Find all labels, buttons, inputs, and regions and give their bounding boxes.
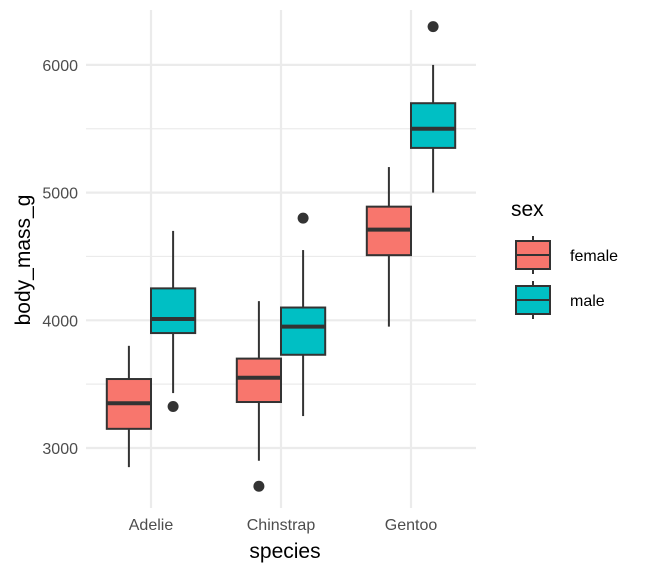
- iqr-box: [280, 306, 327, 356]
- x-tick-label: Gentoo: [385, 517, 438, 534]
- legend-item-male: male: [515, 281, 605, 319]
- y-axis-title: body_mass_g: [12, 195, 35, 326]
- box-female-gentoo: [365, 167, 412, 327]
- box-female-adelie: [105, 345, 153, 468]
- box-male-chinstrap: [280, 212, 327, 417]
- legend-label: male: [570, 293, 605, 310]
- y-tick-label: 6000: [42, 58, 78, 75]
- outlier-point: [253, 480, 265, 492]
- legend-item-female: female: [515, 236, 618, 274]
- axes: species body_mass_g 3000 4000 5000 6000 Adel…: [12, 58, 437, 563]
- legend: sex female male: [511, 198, 618, 319]
- legend-title: sex: [511, 198, 544, 221]
- outlier-point: [427, 21, 439, 33]
- x-axis-title: species: [249, 540, 320, 563]
- box-male-adelie: [150, 230, 197, 412]
- y-tick-label: 3000: [42, 441, 78, 458]
- outlier-point: [297, 212, 309, 224]
- x-tick-label: Chinstrap: [247, 517, 316, 534]
- y-tick-label: 4000: [42, 313, 78, 330]
- outlier-point: [167, 400, 179, 412]
- plot-marks: [105, 21, 457, 492]
- gridlines: [86, 10, 476, 508]
- legend-label: female: [570, 248, 618, 265]
- box-male-gentoo: [410, 21, 457, 193]
- y-tick-label: 5000: [42, 186, 78, 203]
- box-female-chinstrap: [235, 301, 283, 492]
- iqr-box: [410, 102, 457, 149]
- iqr-box: [235, 357, 283, 404]
- x-tick-label: Adelie: [129, 517, 174, 534]
- iqr-box: [150, 287, 197, 335]
